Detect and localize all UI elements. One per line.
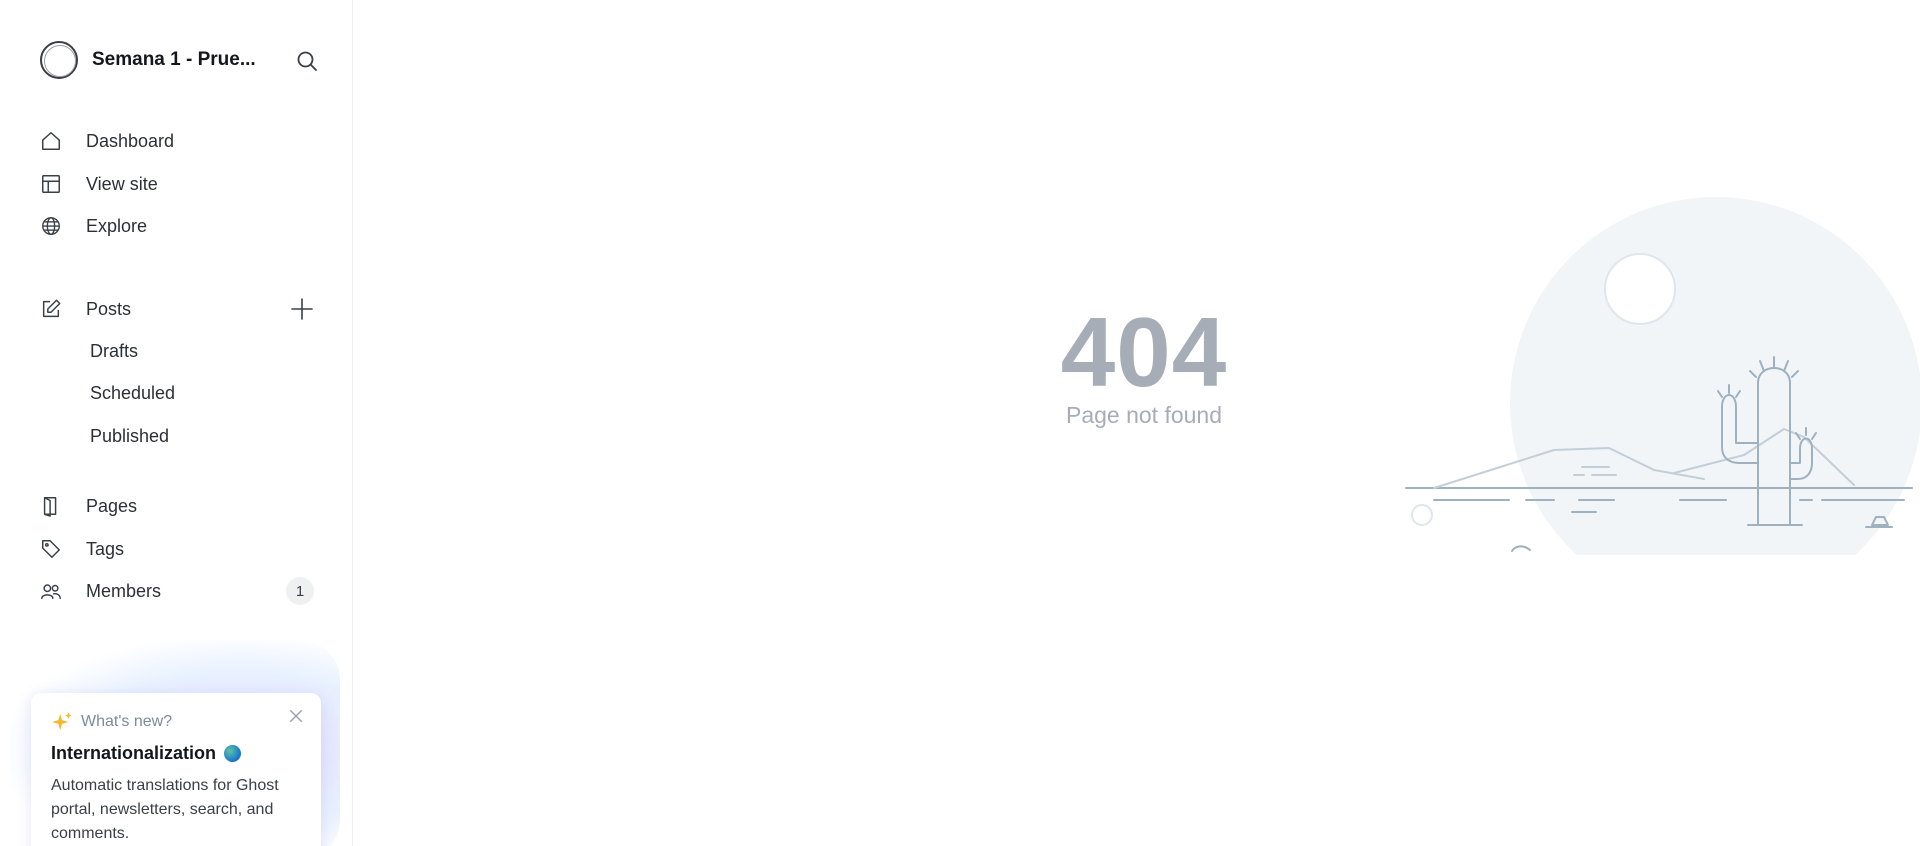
nav-posts-label: Posts xyxy=(86,298,132,319)
nav-explore-label: Explore xyxy=(86,215,148,236)
site-logo xyxy=(40,41,78,79)
nav-dashboard[interactable]: Dashboard xyxy=(40,123,314,159)
nav-tags-label: Tags xyxy=(86,538,125,559)
main-content: 404 Page not found xyxy=(354,0,1920,846)
nav-posts[interactable]: Posts xyxy=(40,291,314,327)
sparkle-icon xyxy=(51,712,72,731)
globe-emoji-icon xyxy=(224,745,242,762)
whats-new-body: Automatic translations for Ghost portal,… xyxy=(51,777,279,842)
search-icon xyxy=(297,51,317,71)
nav-drafts[interactable]: Drafts xyxy=(90,340,139,361)
whats-new-header: What's new? xyxy=(51,711,301,733)
members-count-badge: 1 xyxy=(286,577,314,605)
error-message: Page not found xyxy=(1065,402,1223,428)
nav-explore[interactable]: Explore xyxy=(40,208,314,244)
desert-illustration xyxy=(1405,197,1920,555)
sidebar: Semana 1 - Prue... Dashboard xyxy=(0,0,353,846)
nav-members[interactable]: Members 1 xyxy=(40,573,314,609)
home-icon xyxy=(40,123,76,159)
nav-view-site[interactable]: View site xyxy=(40,166,314,202)
nav-view-site-label: View site xyxy=(86,173,158,194)
whats-new-kicker: What's new? xyxy=(81,713,173,730)
search-button[interactable] xyxy=(294,48,320,74)
site-brand[interactable]: Semana 1 - Prue... xyxy=(40,40,320,80)
tag-icon xyxy=(40,531,76,567)
nav-pages[interactable]: Pages xyxy=(40,488,314,524)
error-code: 404 xyxy=(1060,297,1228,407)
layout-icon xyxy=(40,166,76,202)
dismiss-button[interactable] xyxy=(287,707,305,725)
whats-new-title-text: Internationalization xyxy=(51,743,217,763)
site-title: Semana 1 - Prue... xyxy=(92,49,256,70)
members-icon xyxy=(40,573,76,609)
plus-icon xyxy=(291,298,313,320)
nav-dashboard-label: Dashboard xyxy=(86,130,175,151)
whats-new-card[interactable]: What's new? Internationalization Automat… xyxy=(31,693,321,846)
nav-members-label: Members xyxy=(86,580,162,601)
nav-published[interactable]: Published xyxy=(90,425,170,446)
new-post-button[interactable] xyxy=(290,297,314,321)
globe-icon xyxy=(40,208,76,244)
pages-icon xyxy=(40,488,76,524)
whats-new-title: Internationalization xyxy=(51,743,301,764)
nav-pages-label: Pages xyxy=(86,495,138,516)
nav-tags[interactable]: Tags xyxy=(40,531,314,567)
close-icon xyxy=(290,710,302,722)
edit-icon xyxy=(40,291,76,327)
nav-scheduled[interactable]: Scheduled xyxy=(90,382,176,403)
